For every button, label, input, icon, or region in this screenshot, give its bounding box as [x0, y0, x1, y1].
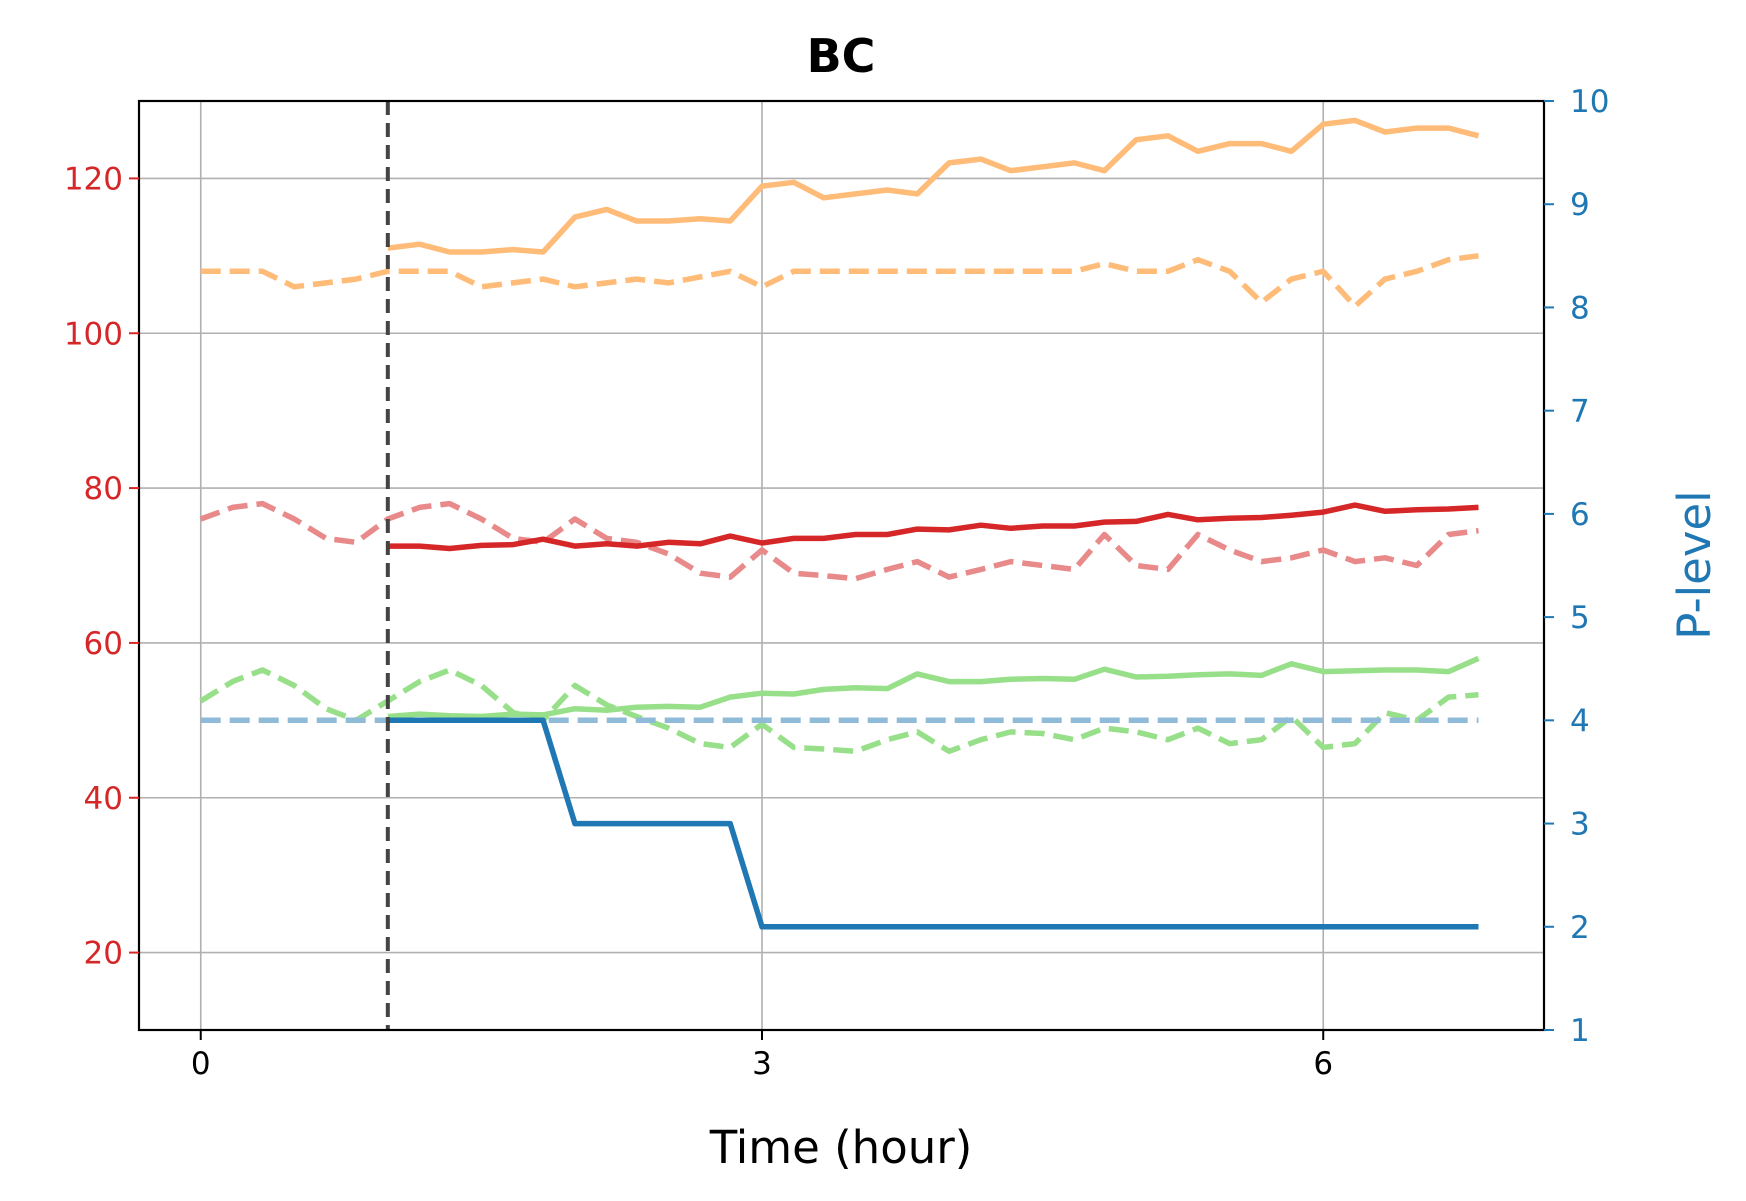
y2-tick-label: 9 — [1570, 187, 1590, 223]
y-tick-label: 80 — [84, 471, 123, 507]
series-group — [199, 117, 1480, 930]
series-line-2 — [387, 117, 1480, 255]
x-tick-label: 3 — [752, 1046, 772, 1082]
y2-tick-label: 10 — [1570, 84, 1609, 120]
y-tick-label: 20 — [84, 936, 123, 972]
grid-lines — [139, 101, 1544, 1030]
series-line-5 — [199, 667, 1479, 755]
y-tick-label: 60 — [84, 626, 123, 662]
y-tick-label: 120 — [64, 161, 123, 197]
y2-tick-label: 7 — [1570, 394, 1590, 430]
series-line-1 — [200, 253, 1479, 309]
series-line-4 — [387, 502, 1479, 552]
y2-tick-label: 4 — [1570, 703, 1590, 739]
y2-tick-label: 6 — [1570, 497, 1590, 533]
x-tick-label: 0 — [191, 1046, 211, 1082]
plot-frame — [137, 99, 1546, 1032]
y2-tick-label: 3 — [1570, 807, 1590, 843]
y2-tick-label: 1 — [1570, 1013, 1590, 1049]
y2-tick-label: 5 — [1570, 600, 1590, 636]
y2-tick-label: 8 — [1570, 290, 1590, 326]
series-line-3 — [199, 500, 1479, 582]
y-tick-label: 40 — [84, 781, 123, 817]
x-axis-label: Time (hour) — [709, 1121, 973, 1174]
series-line-8 — [387, 717, 1479, 930]
axis-ticks: 0 3 6 20 40 60 80 100 120 1 2 3 4 5 6 7 8 9 10 — [64, 84, 1610, 1082]
x-tick-label: 6 — [1313, 1046, 1333, 1082]
y-tick-label: 100 — [64, 316, 123, 352]
y2-tick-label: 2 — [1570, 910, 1590, 946]
series-line-6 — [387, 655, 1480, 720]
y2-axis-label: P-level — [1668, 490, 1721, 639]
chart-title: BC — [807, 29, 876, 83]
